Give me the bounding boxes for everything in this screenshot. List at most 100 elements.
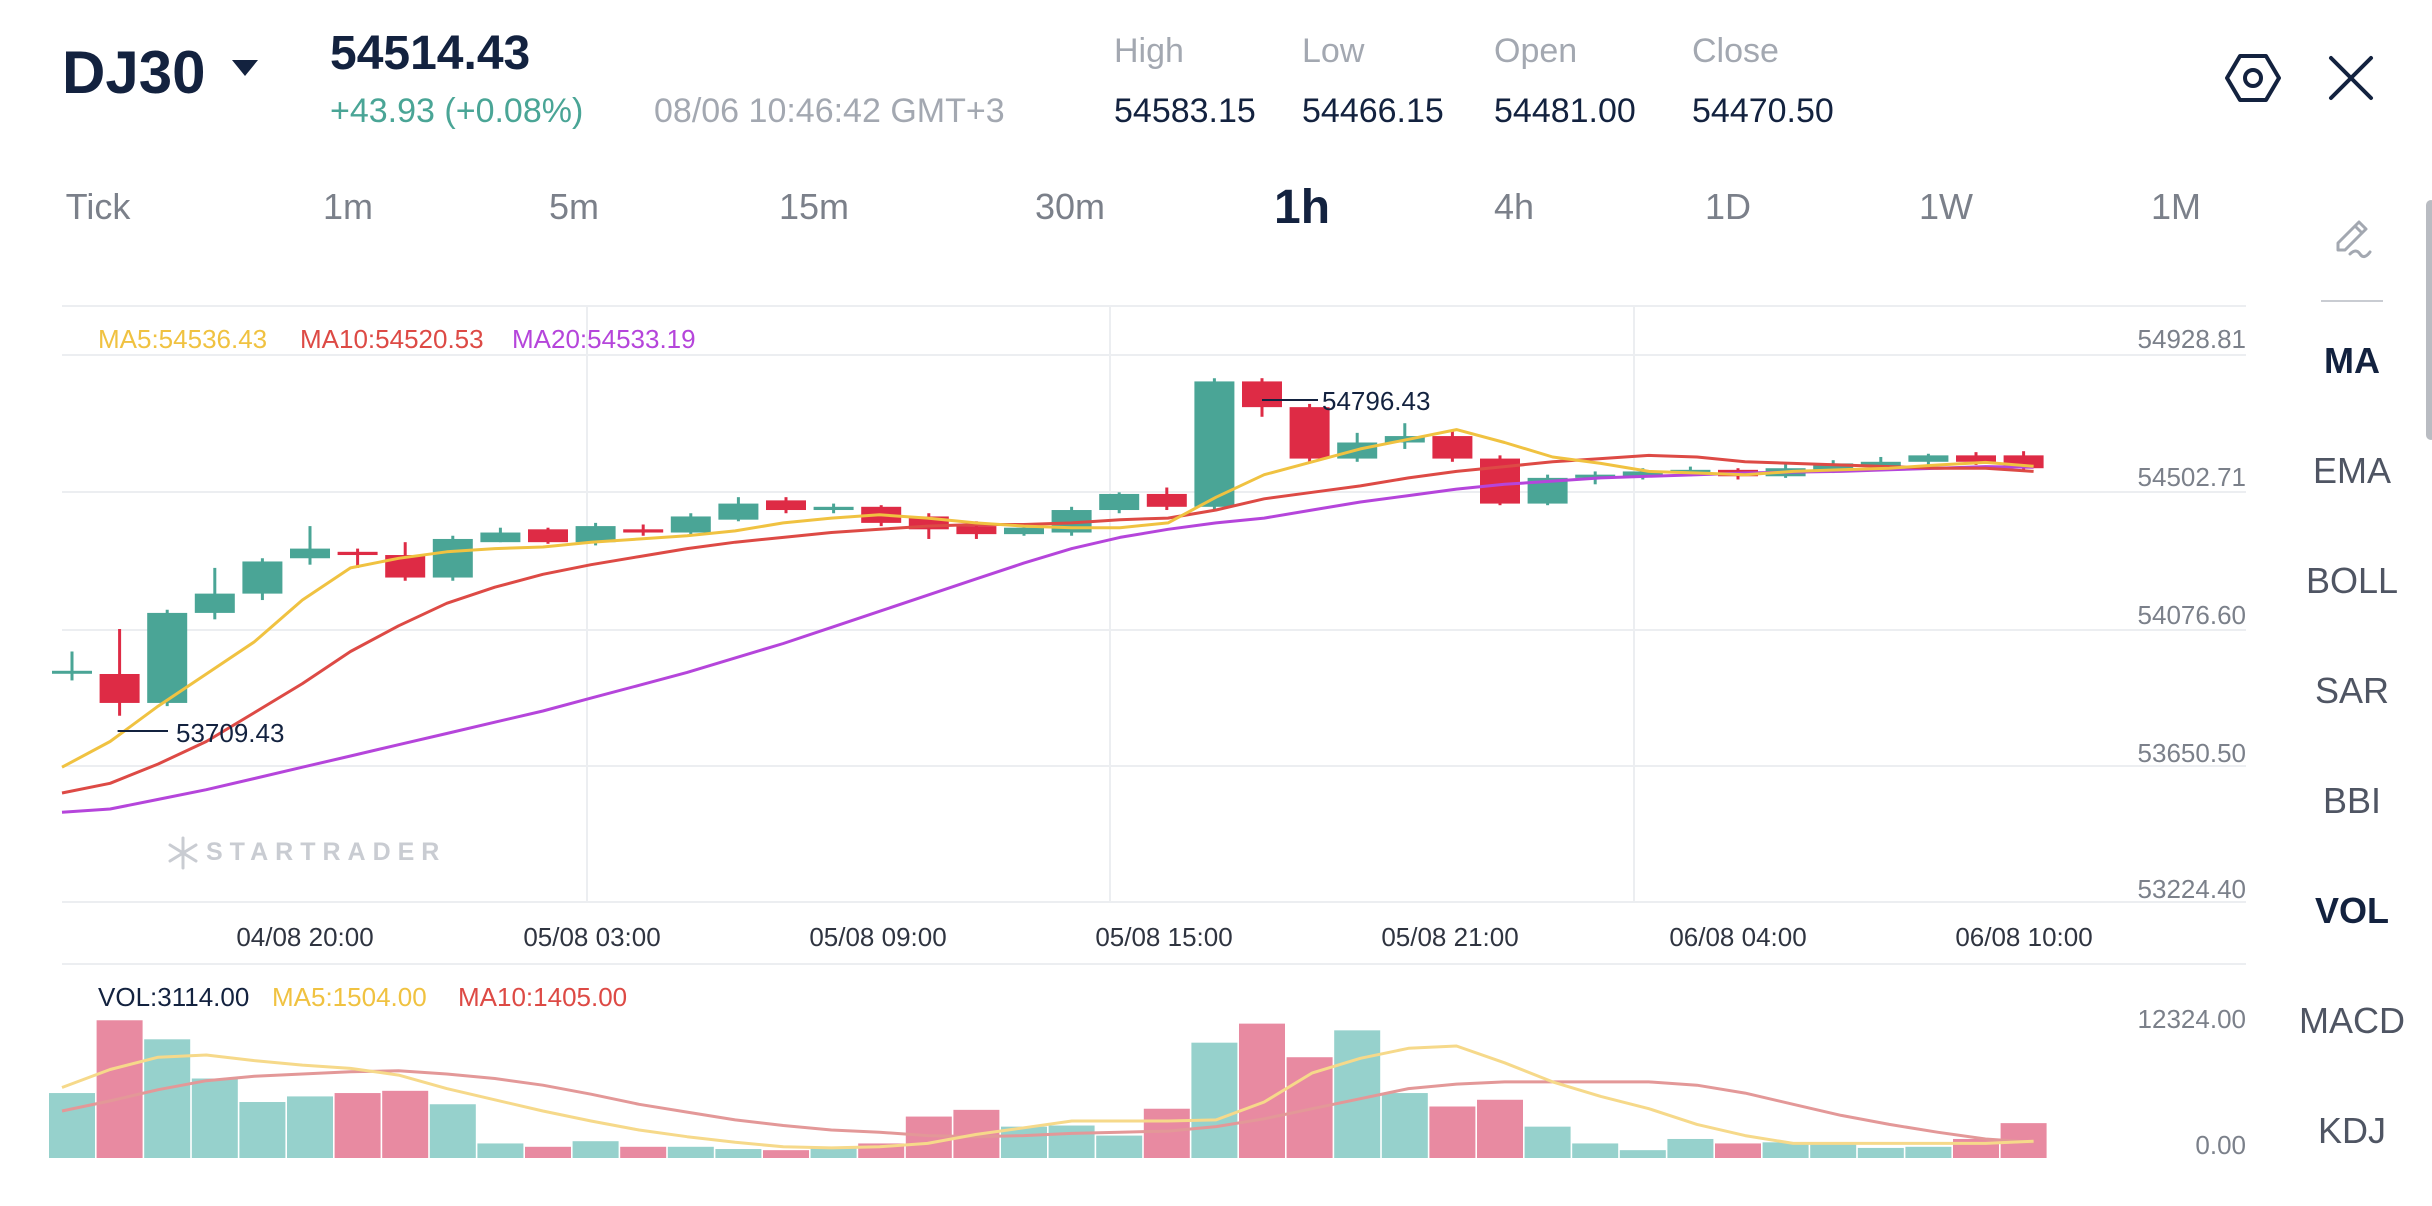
low-value: 54466.15 <box>1302 92 1444 130</box>
tab-4h[interactable]: 4h <box>1493 186 1535 227</box>
vol-legend-ma5: MA5:1504.00 <box>272 982 427 1012</box>
vol-ma10-line <box>61 1069 2034 1144</box>
y-tick-3: 54076.60 <box>2137 600 2246 630</box>
panel-edge-handle[interactable] <box>2426 200 2432 440</box>
candle-body <box>1194 381 1235 507</box>
volume-bar <box>287 1096 333 1158</box>
y-tick-2: 54502.71 <box>2137 462 2246 492</box>
y-tick-4: 53650.50 <box>2137 738 2246 768</box>
price-change: +43.93 (+0.08%) <box>330 92 584 130</box>
volume-bar <box>1810 1144 1857 1158</box>
tab-1w[interactable]: 1W <box>1919 186 1973 227</box>
y-tick-5: 53224.40 <box>2137 874 2246 904</box>
indicator-vol[interactable]: VOL <box>2314 890 2390 931</box>
x-tick-4: 05/08 15:00 <box>1095 922 1233 952</box>
watermark: STARTRADER <box>206 838 447 866</box>
volume-bar <box>1381 1093 1428 1158</box>
vol-y-tick-zero: 0.00 <box>2195 1130 2246 1160</box>
volume-bar <box>1762 1142 1809 1158</box>
settings-hex-icon[interactable] <box>2225 50 2281 106</box>
high-value: 54583.15 <box>1114 92 1256 130</box>
candle-body <box>1575 474 1616 478</box>
candle-body <box>528 529 568 543</box>
candle-body <box>1813 463 1854 470</box>
high-marker-label: 54796.43 <box>1322 386 1431 416</box>
volume-bar <box>1096 1135 1143 1158</box>
indicator-sar[interactable]: SAR <box>2314 670 2390 711</box>
candle-body <box>99 673 140 703</box>
x-tick-3: 05/08 09:00 <box>809 922 947 952</box>
volume-bar <box>191 1078 238 1158</box>
candle-body <box>147 612 188 703</box>
open-value: 54481.00 <box>1494 92 1636 130</box>
volume-bar <box>1667 1138 1714 1158</box>
high-label: High <box>1114 32 1184 70</box>
candle-body <box>1622 471 1663 477</box>
candle-body <box>432 538 473 578</box>
low-marker-label: 53709.43 <box>176 718 285 748</box>
candle-body <box>718 503 759 520</box>
current-price: 54514.43 <box>330 27 531 80</box>
pen-icon[interactable] <box>2328 214 2376 262</box>
indicator-kdj[interactable]: KDJ <box>2317 1110 2387 1151</box>
volume-bar <box>382 1090 429 1158</box>
candle-body <box>1432 436 1473 459</box>
vol-y-tick-max: 12324.00 <box>2137 1004 2246 1034</box>
volume-bar <box>1715 1143 1761 1158</box>
tab-tick[interactable]: Tick <box>65 186 131 227</box>
legend-ma20: MA20:54533.19 <box>512 324 696 354</box>
tab-1h[interactable]: 1h <box>1273 181 1331 234</box>
close-value: 54470.50 <box>1692 92 1834 130</box>
tab-1m[interactable]: 1m <box>322 186 374 227</box>
volume-bar <box>763 1150 809 1158</box>
volume-bar <box>1524 1126 1571 1158</box>
symbol-selector[interactable]: DJ30 <box>62 39 206 106</box>
candle-body <box>242 561 283 594</box>
candle-body <box>1146 493 1187 507</box>
legend-ma5: MA5:54536.43 <box>98 324 268 354</box>
volume-bar <box>810 1147 857 1158</box>
tab-5m[interactable]: 5m <box>548 186 600 227</box>
volume-bar <box>1001 1126 1047 1158</box>
caret-down-icon[interactable] <box>232 60 258 76</box>
ma5-line <box>61 428 2034 769</box>
indicator-ema[interactable]: EMA <box>2312 450 2392 491</box>
candle-body <box>385 555 426 578</box>
candle-body <box>52 670 92 674</box>
volume-bar <box>239 1102 286 1158</box>
tab-15m[interactable]: 15m <box>778 186 850 227</box>
candle-body <box>813 506 854 511</box>
startrader-logo-icon <box>168 836 198 870</box>
close-icon[interactable] <box>2325 52 2377 104</box>
volume-bar <box>525 1146 571 1158</box>
candle-body <box>1956 455 1996 462</box>
vol-legend-ma10: MA10:1405.00 <box>458 982 628 1012</box>
candle-body <box>575 526 616 543</box>
menu-divider <box>2321 300 2383 302</box>
volume-bar <box>334 1093 381 1158</box>
indicator-ma[interactable]: MA <box>2324 340 2380 381</box>
indicator-bbi[interactable]: BBI <box>2322 780 2382 821</box>
volume-bar <box>1048 1125 1095 1158</box>
volume-bar <box>429 1104 476 1158</box>
vol-ma5-line <box>61 1044 2034 1150</box>
low-label: Low <box>1302 32 1365 70</box>
candle-body <box>1242 381 1282 408</box>
volume-bar <box>1905 1146 1952 1158</box>
candle-body <box>766 500 806 511</box>
indicator-boll[interactable]: BOLL <box>2305 560 2399 601</box>
tab-1mo[interactable]: 1M <box>2150 186 2202 227</box>
tab-1d[interactable]: 1D <box>1704 186 1752 227</box>
volume-bar <box>1191 1042 1238 1158</box>
vol-legend-vol: VOL:3114.00 <box>98 982 250 1012</box>
candle-body <box>623 529 664 533</box>
candle-body <box>956 526 997 535</box>
volume-bar <box>1619 1150 1666 1158</box>
x-tick-6: 06/08 04:00 <box>1669 922 1807 952</box>
indicator-macd[interactable]: MACD <box>2299 1000 2405 1041</box>
candle-body <box>1860 461 1901 467</box>
volume-bar <box>477 1143 524 1158</box>
volume-bar <box>1429 1106 1476 1158</box>
tab-30m[interactable]: 30m <box>1034 186 1106 227</box>
